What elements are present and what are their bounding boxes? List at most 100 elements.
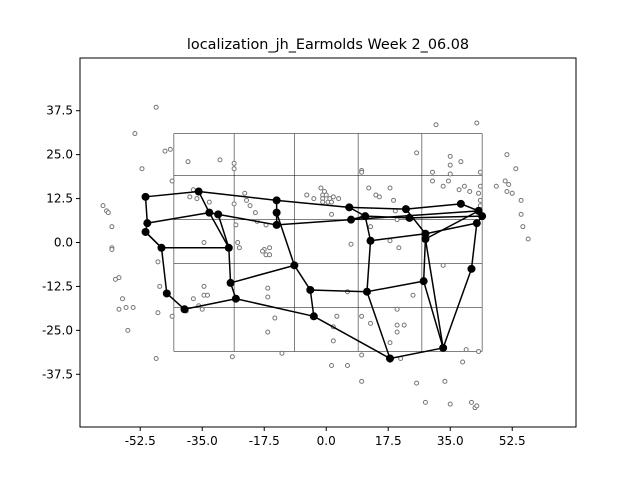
scatter-point bbox=[440, 262, 446, 268]
network-edge bbox=[405, 203, 461, 210]
network-node bbox=[439, 343, 448, 352]
network-edge bbox=[425, 222, 477, 235]
network-node bbox=[231, 294, 240, 303]
scatter-point bbox=[190, 296, 196, 302]
scatter-point bbox=[201, 283, 207, 289]
network-node bbox=[272, 220, 281, 229]
network-edge bbox=[424, 238, 444, 349]
scatter-point bbox=[201, 240, 207, 245]
scatter-point bbox=[336, 196, 342, 202]
network-edge bbox=[310, 289, 367, 293]
scatter-point bbox=[153, 104, 159, 110]
scatter-point bbox=[502, 178, 508, 184]
network-node bbox=[421, 234, 430, 243]
scatter-point bbox=[477, 169, 483, 175]
network-edge bbox=[389, 347, 444, 360]
scatter-point bbox=[334, 313, 340, 319]
scatter-point bbox=[279, 350, 285, 356]
scatter-point bbox=[509, 190, 515, 196]
scatter-point bbox=[304, 192, 310, 198]
scatter-point bbox=[463, 347, 469, 353]
network-node bbox=[405, 213, 414, 222]
scatter-point bbox=[520, 224, 526, 230]
scatter-point bbox=[125, 327, 131, 333]
scatter-point bbox=[467, 189, 473, 195]
network-edge bbox=[184, 297, 237, 311]
network-edge bbox=[160, 247, 168, 294]
network-node bbox=[205, 208, 214, 217]
network-node bbox=[366, 236, 375, 245]
scatter-point bbox=[344, 363, 350, 368]
network-edge bbox=[228, 247, 232, 283]
network-edge bbox=[293, 264, 311, 291]
scatter-point bbox=[139, 166, 145, 172]
network-node bbox=[224, 243, 233, 252]
network-node bbox=[306, 285, 315, 294]
network-node bbox=[362, 287, 371, 296]
scatter-point bbox=[231, 201, 237, 207]
scatter-point bbox=[320, 199, 326, 205]
scatter-point bbox=[311, 196, 317, 202]
scatter-point bbox=[430, 178, 436, 184]
scatter-point bbox=[394, 322, 400, 328]
scatter-point bbox=[461, 183, 467, 189]
scatter-point bbox=[252, 210, 258, 216]
scatter-point bbox=[100, 203, 106, 209]
scatter-point bbox=[368, 224, 374, 230]
scatter-point bbox=[422, 399, 428, 405]
network-node bbox=[180, 305, 189, 314]
scatter-point bbox=[493, 183, 499, 189]
scatter-point bbox=[112, 276, 118, 282]
y-tick-label: 37.5 bbox=[46, 104, 73, 118]
scatter-point bbox=[477, 197, 483, 203]
scatter-point bbox=[217, 157, 223, 163]
scatter-point bbox=[169, 178, 175, 184]
scatter-point bbox=[242, 190, 248, 196]
network-edge bbox=[145, 190, 199, 198]
scatter-point bbox=[167, 146, 173, 152]
scatter-point bbox=[474, 403, 480, 409]
scatter-point bbox=[330, 194, 336, 200]
scatter-point bbox=[394, 217, 400, 223]
network-node bbox=[157, 243, 166, 252]
network-node bbox=[347, 215, 356, 224]
y-tick-label: -37.5 bbox=[42, 367, 73, 381]
network-edge bbox=[217, 214, 230, 248]
network-edge bbox=[350, 210, 479, 221]
scatter-point bbox=[247, 203, 253, 209]
scatter-point bbox=[105, 210, 111, 216]
scatter-point bbox=[155, 310, 161, 316]
network-edge bbox=[230, 264, 295, 284]
network-edge bbox=[309, 289, 315, 317]
scatter-point bbox=[231, 160, 237, 166]
scatter-point bbox=[477, 183, 483, 189]
scatter-point bbox=[267, 245, 273, 251]
scatter-point bbox=[187, 194, 193, 200]
scatter-point bbox=[116, 306, 122, 312]
network-node bbox=[309, 312, 318, 321]
scatter-point bbox=[447, 401, 453, 407]
scatter-point bbox=[410, 292, 416, 298]
network-edge bbox=[370, 232, 426, 242]
network-edge bbox=[442, 268, 473, 349]
network-edge bbox=[364, 215, 372, 241]
scatter-point bbox=[162, 148, 168, 154]
scatter-point bbox=[199, 306, 205, 312]
scatter-point bbox=[272, 315, 278, 321]
scatter-point bbox=[447, 153, 453, 159]
scatter-point bbox=[513, 166, 519, 172]
x-axis: -52.5 -35.0 -17.5 0.0 17.5 35.0 52.5 bbox=[125, 427, 526, 448]
scatter-point bbox=[387, 238, 393, 244]
x-tick-label: 17.5 bbox=[375, 434, 402, 448]
scatter-point bbox=[440, 183, 446, 189]
y-tick-label: 25.0 bbox=[46, 148, 73, 162]
scatter-point bbox=[366, 185, 372, 191]
network-edge bbox=[422, 238, 427, 282]
scatter-point bbox=[376, 194, 382, 200]
scatter-point bbox=[525, 236, 531, 242]
network-node bbox=[467, 264, 476, 273]
scatter-point bbox=[430, 169, 436, 175]
y-tick-label: -12.5 bbox=[42, 279, 73, 293]
scatter-point bbox=[132, 131, 138, 137]
